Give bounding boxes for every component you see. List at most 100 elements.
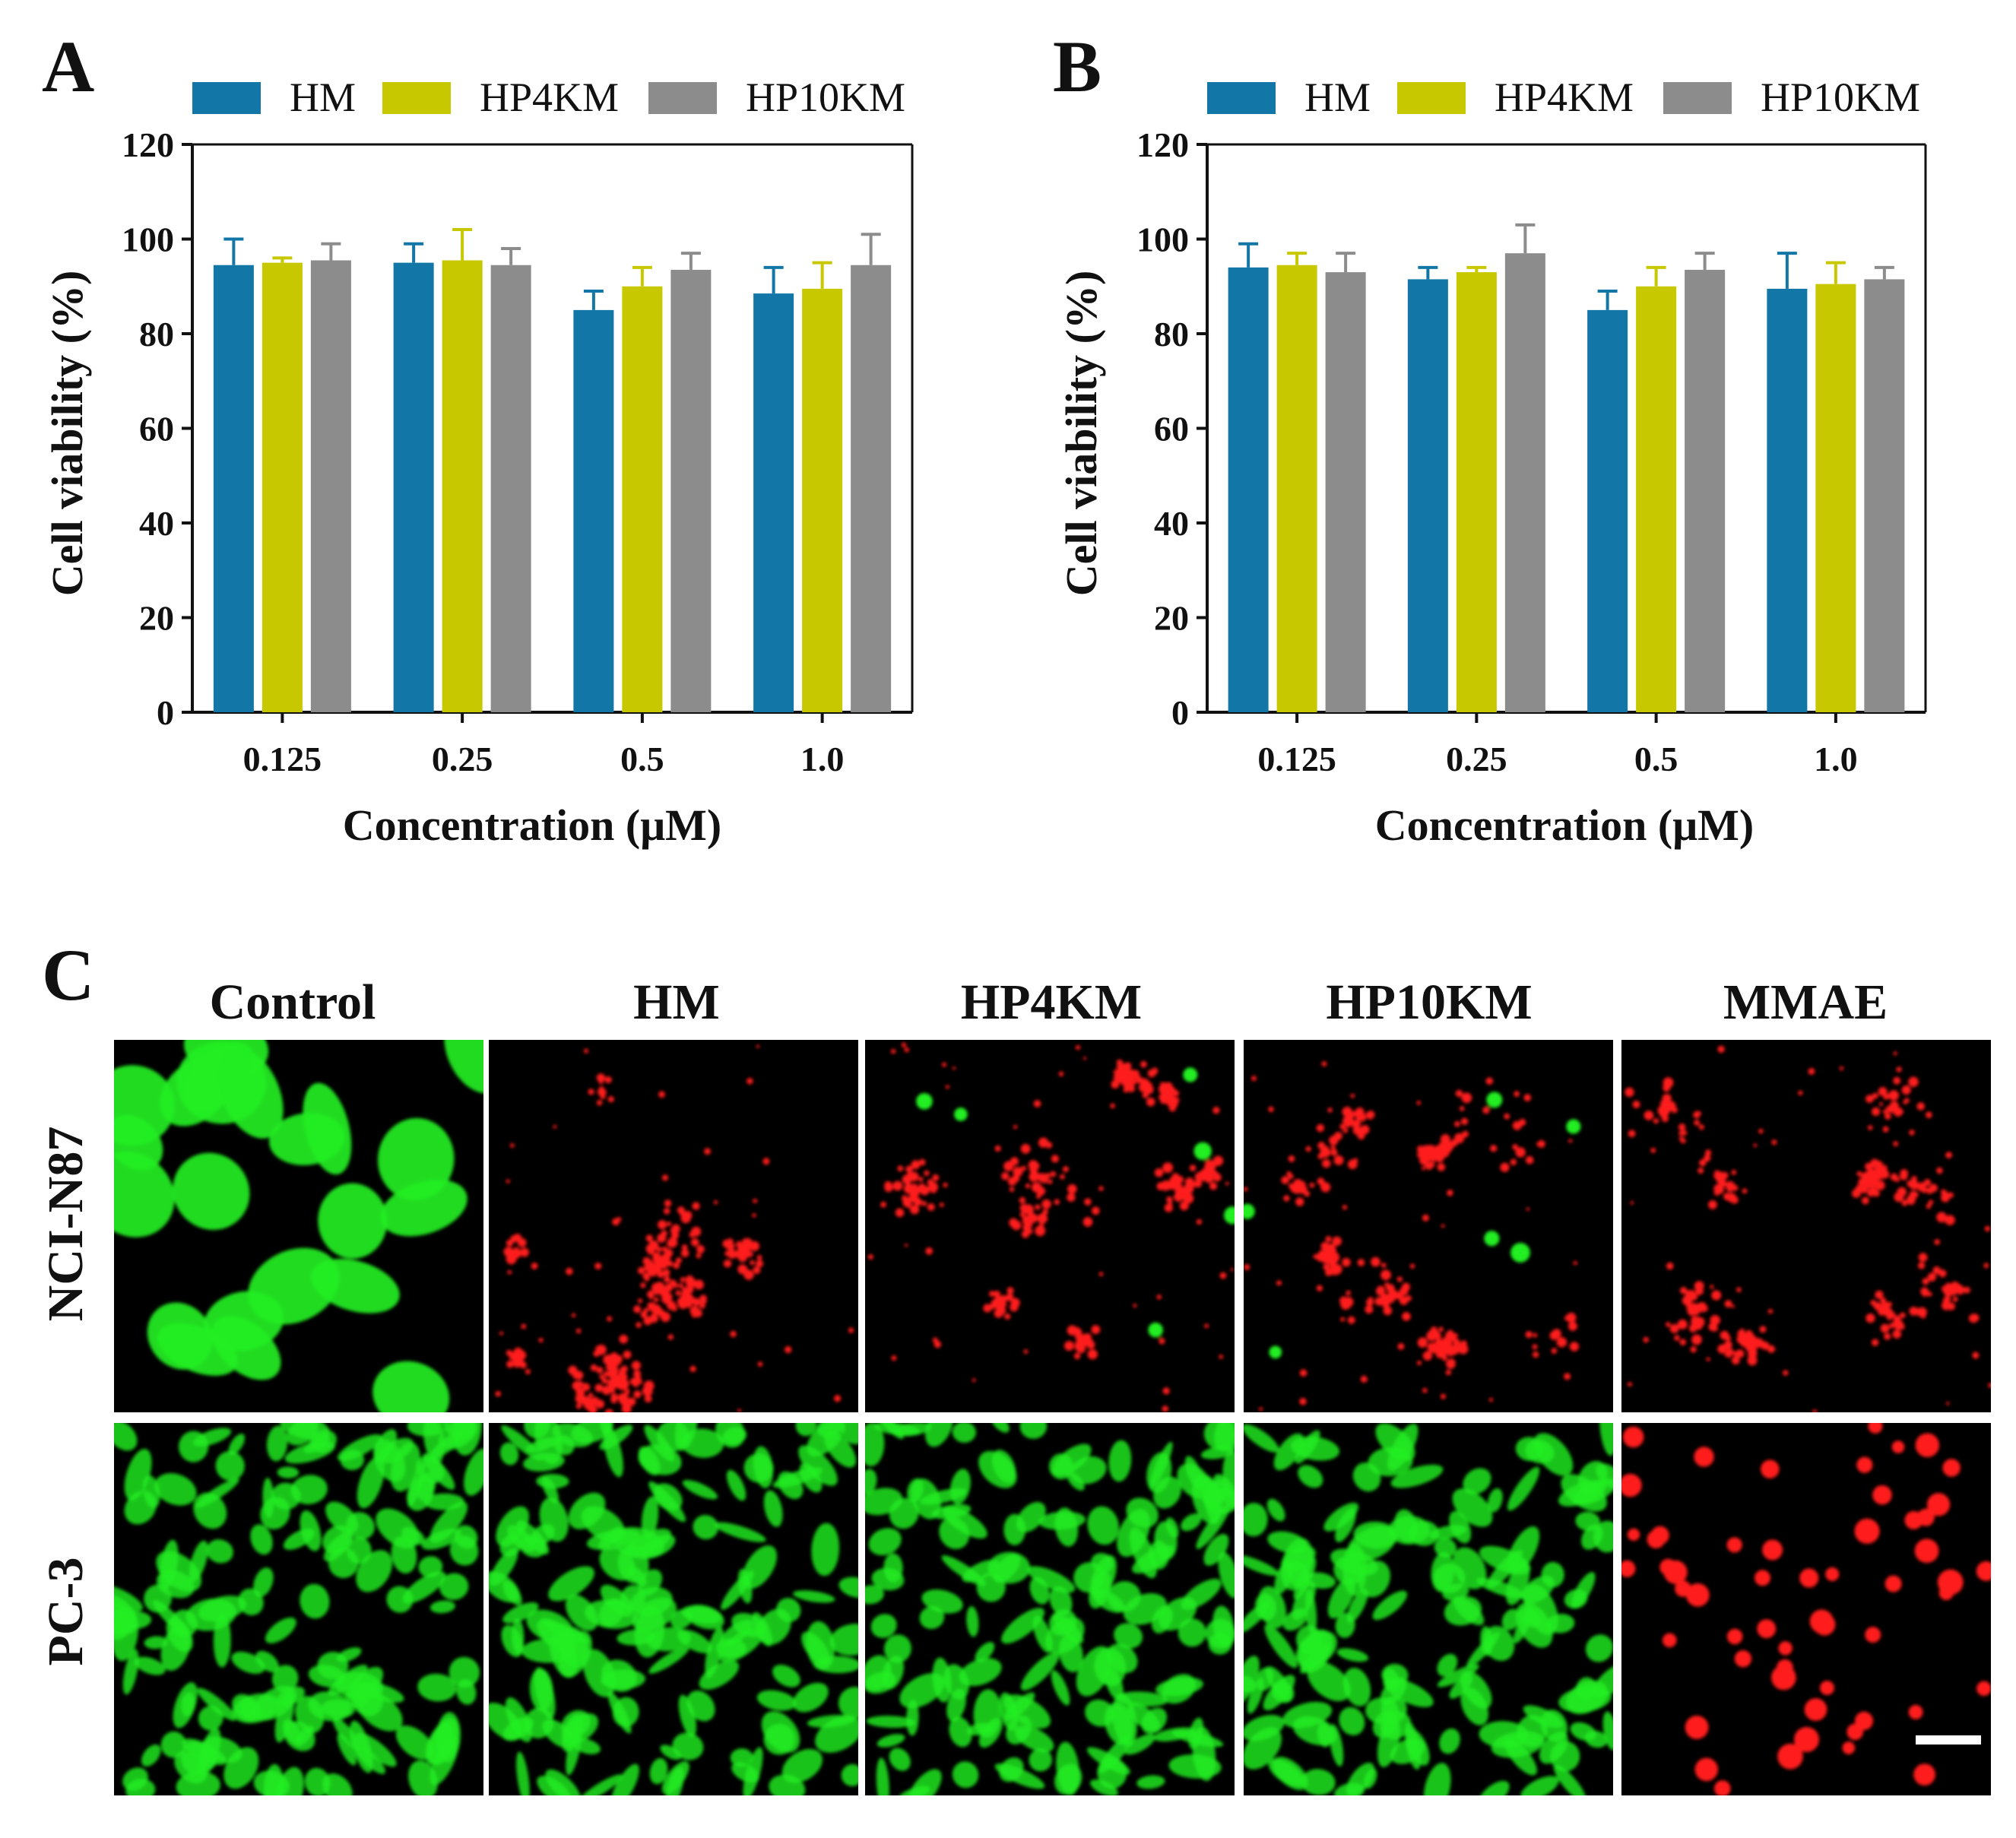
live-cell (763, 1490, 783, 1527)
live-cell (1244, 1203, 1255, 1219)
live-cell (1488, 1488, 1503, 1513)
live-cell (1523, 1705, 1564, 1729)
dead-cell (599, 1374, 605, 1380)
dead-cell (604, 1409, 614, 1412)
live-cell (1394, 1509, 1418, 1543)
dead-cell (1347, 1159, 1358, 1170)
live-cell (537, 1776, 572, 1795)
live-cell (865, 1469, 877, 1495)
dead-cell (633, 1305, 642, 1314)
dead-cell (595, 1345, 601, 1352)
live-cell (144, 1636, 168, 1649)
live-cell (756, 1690, 797, 1711)
panel-a-bar-hp4km-0.25 (442, 260, 483, 712)
panel-a-bar-hp4km-0.125 (262, 262, 303, 712)
dead-cell (1138, 1082, 1148, 1092)
live-cell (841, 1764, 858, 1786)
dead-cell (704, 1148, 712, 1155)
live-cell (562, 1713, 583, 1752)
dead-cell (583, 1048, 589, 1054)
dead-cell (1941, 1193, 1950, 1203)
dead-cell (1485, 1077, 1494, 1085)
dead-cell (678, 1283, 684, 1288)
live-cell (1203, 1533, 1229, 1566)
dead-cell (1025, 1183, 1031, 1189)
dead-cell (1675, 1580, 1691, 1597)
dead-cell (1653, 1118, 1659, 1124)
live-cell (959, 1658, 1002, 1687)
dead-cell (905, 1165, 913, 1173)
dead-cell (1320, 1182, 1331, 1193)
dead-cell (1868, 1168, 1873, 1173)
dead-cell (1183, 1193, 1194, 1204)
dead-cell (1168, 1104, 1177, 1112)
dead-cell (1332, 1263, 1342, 1275)
dead-cell (1778, 1641, 1793, 1656)
live-cell (916, 1092, 933, 1110)
dead-cell (1346, 1290, 1351, 1296)
live-cell (464, 1448, 483, 1496)
dead-cell (696, 1245, 705, 1253)
dead-cell (673, 1262, 680, 1269)
live-cell (183, 1041, 254, 1111)
live-cell (865, 1672, 896, 1694)
live-cell (1482, 1626, 1515, 1662)
dead-cell (993, 1290, 1000, 1298)
dead-cell (1019, 1212, 1025, 1218)
dead-cell (575, 1403, 582, 1409)
dead-cell (637, 1298, 643, 1304)
dead-cell (692, 1202, 700, 1210)
dead-cell (1154, 1168, 1164, 1177)
dead-cell (1001, 1172, 1010, 1180)
dead-cell (621, 1403, 632, 1412)
live-cell (274, 1767, 304, 1795)
live-cell (1383, 1668, 1400, 1694)
live-cell (718, 1627, 764, 1662)
live-cell (317, 1652, 349, 1680)
live-cell (1029, 1577, 1050, 1605)
dead-cell (661, 1294, 672, 1304)
live-cell (337, 1733, 357, 1766)
dead-cell (756, 1260, 764, 1268)
dead-cell (1697, 1168, 1704, 1174)
dead-cell (1170, 1181, 1178, 1190)
dead-cell (691, 1313, 696, 1318)
dead-cell (1084, 1198, 1092, 1206)
dead-cell (1754, 1338, 1764, 1348)
dead-cell (1569, 1342, 1580, 1352)
live-cell (876, 1757, 889, 1795)
live-cell (1335, 1507, 1356, 1542)
panel-b-x-tick-label: 0.5 (1634, 740, 1678, 778)
dead-cell (594, 1263, 602, 1270)
dead-cell (627, 1397, 636, 1406)
dead-cell (685, 1294, 695, 1304)
dead-cell (1910, 1180, 1919, 1190)
live-cell (931, 1504, 972, 1520)
live-cell (1273, 1433, 1304, 1471)
live-cell (865, 1585, 884, 1605)
live-cell (1585, 1634, 1613, 1662)
live-cell (761, 1711, 800, 1753)
live-cell (954, 1108, 968, 1121)
dead-cell (1621, 1473, 1642, 1497)
dead-cell (1000, 1295, 1006, 1301)
dead-cell (1872, 1092, 1878, 1099)
live-cell (1268, 1759, 1304, 1787)
live-cell (1280, 1538, 1313, 1591)
dead-cell (903, 1183, 914, 1194)
live-cell (122, 1649, 139, 1695)
micrograph-nci-n87-hp10km (1244, 1040, 1613, 1412)
dead-cell (1333, 1155, 1344, 1165)
dead-cell (756, 1044, 760, 1048)
live-cell (975, 1642, 995, 1662)
dead-cell (1244, 1264, 1250, 1271)
dead-cell (689, 1306, 700, 1316)
dead-cell (1087, 1348, 1098, 1360)
live-cell (1203, 1423, 1235, 1450)
dead-cell (1130, 1070, 1140, 1079)
live-cell (524, 1423, 550, 1439)
live-cell (1222, 1450, 1235, 1502)
dead-cell (1037, 1213, 1048, 1224)
dead-cell (1679, 1339, 1687, 1345)
dead-cell (538, 1338, 544, 1343)
